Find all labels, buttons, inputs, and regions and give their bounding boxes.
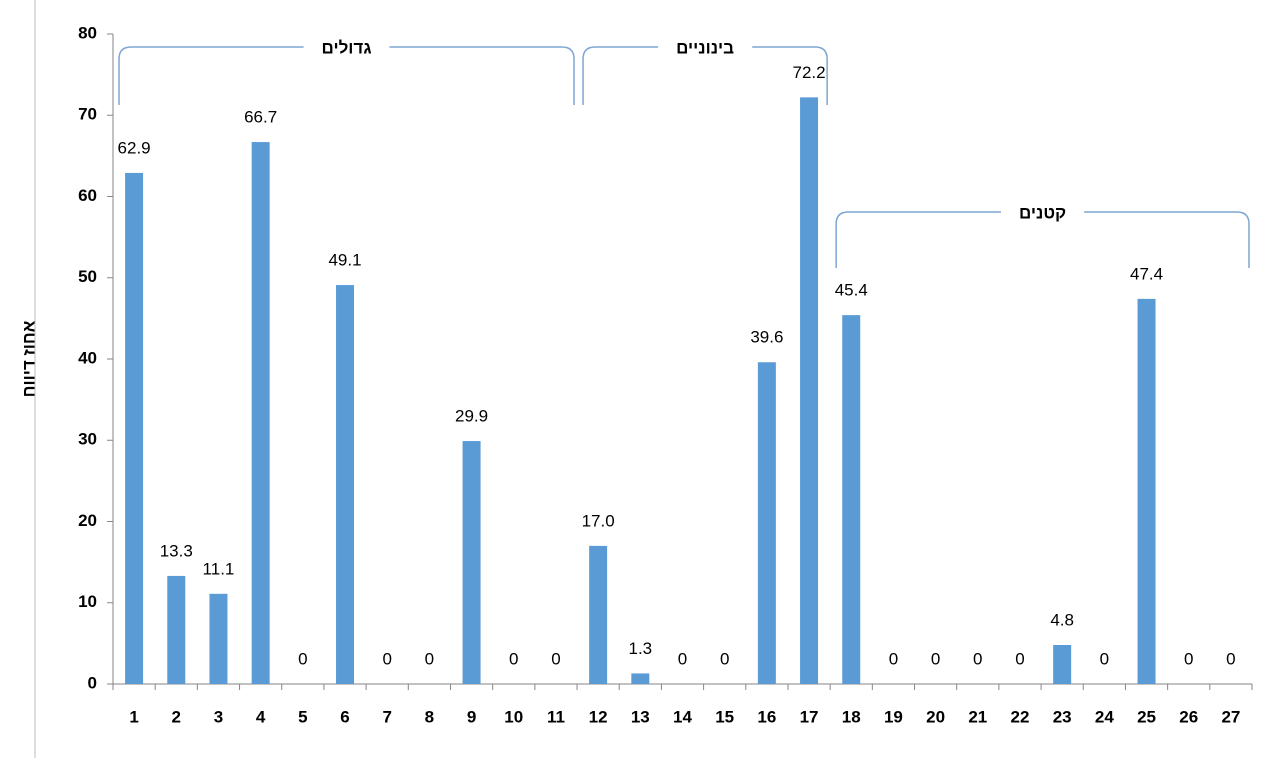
value-label: 0 <box>382 649 391 668</box>
bar <box>631 673 650 684</box>
x-tick-label: 16 <box>757 707 776 726</box>
value-label: 0 <box>509 649 518 668</box>
bar <box>800 97 819 684</box>
x-tick-label: 26 <box>1179 707 1198 726</box>
x-tick-label: 14 <box>673 707 692 726</box>
value-label: 0 <box>1015 649 1024 668</box>
bar <box>589 545 608 684</box>
x-tick-label: 17 <box>800 707 819 726</box>
x-tick-label: 1 <box>129 707 138 726</box>
x-tick-label: 5 <box>298 707 307 726</box>
x-tick-label: 15 <box>715 707 734 726</box>
y-tick-label: 0 <box>88 673 97 692</box>
y-tick-label: 40 <box>78 348 97 367</box>
y-tick-label: 60 <box>78 186 97 205</box>
x-tick-label: 21 <box>968 707 987 726</box>
value-label: 0 <box>973 649 982 668</box>
value-label: 49.1 <box>328 251 361 270</box>
x-tick-label: 18 <box>842 707 861 726</box>
value-label: 29.9 <box>455 407 488 426</box>
bar <box>125 172 144 684</box>
value-label: 0 <box>720 649 729 668</box>
x-tick-label: 10 <box>504 707 523 726</box>
x-tick-label: 22 <box>1011 707 1030 726</box>
x-tick-label: 3 <box>214 707 223 726</box>
y-axis-title: אחוז דיווח <box>19 320 38 397</box>
value-label: 47.4 <box>1130 264 1163 283</box>
x-tick-label: 11 <box>547 707 565 726</box>
group-label: גדולים <box>322 38 372 57</box>
value-label: 0 <box>1184 649 1193 668</box>
x-tick-label: 20 <box>926 707 945 726</box>
value-label: 72.2 <box>793 63 826 82</box>
x-tick-label: 8 <box>425 707 434 726</box>
x-tick-label: 23 <box>1053 707 1072 726</box>
x-tick-label: 4 <box>256 707 266 726</box>
x-tick-label: 2 <box>172 707 181 726</box>
y-tick-label: 30 <box>78 430 97 449</box>
value-label: 13.3 <box>160 541 193 560</box>
group-label-bg <box>303 38 390 58</box>
value-label: 62.9 <box>118 138 151 157</box>
value-label: 66.7 <box>244 108 277 127</box>
group-label: בינוניים <box>676 38 734 57</box>
bar <box>842 315 861 684</box>
y-tick-label: 80 <box>78 23 97 42</box>
x-tick-label: 19 <box>884 707 903 726</box>
x-tick-label: 13 <box>631 707 650 726</box>
value-label: 0 <box>425 649 434 668</box>
value-label: 0 <box>298 649 307 668</box>
x-tick-label: 6 <box>340 707 349 726</box>
x-tick-label: 27 <box>1221 707 1240 726</box>
bar <box>1137 298 1156 684</box>
value-label: 1.3 <box>628 639 652 658</box>
bar <box>209 593 228 684</box>
y-tick-label: 20 <box>78 511 97 530</box>
value-label: 0 <box>678 649 687 668</box>
value-label: 45.4 <box>835 281 868 300</box>
value-label: 0 <box>1226 649 1235 668</box>
x-tick-label: 12 <box>589 707 608 726</box>
group-label-bg <box>1000 203 1085 223</box>
group-label-bg <box>658 38 753 58</box>
value-label: 0 <box>931 649 940 668</box>
group-label: קטנים <box>1019 203 1066 222</box>
value-label: 0 <box>889 649 898 668</box>
value-label: 4.8 <box>1050 610 1074 629</box>
bar <box>251 142 270 684</box>
y-tick-label: 10 <box>78 592 97 611</box>
y-tick-label: 70 <box>78 105 97 124</box>
x-tick-label: 24 <box>1095 707 1114 726</box>
bar <box>462 441 481 684</box>
value-label: 17.0 <box>582 511 615 530</box>
y-tick-label: 50 <box>78 267 97 286</box>
bar <box>167 575 186 684</box>
x-tick-label: 7 <box>382 707 391 726</box>
bar <box>1053 645 1072 684</box>
bar <box>757 362 776 684</box>
x-tick-label: 25 <box>1137 707 1156 726</box>
value-label: 0 <box>551 649 560 668</box>
value-label: 0 <box>1100 649 1109 668</box>
value-label: 39.6 <box>750 328 783 347</box>
x-tick-label: 9 <box>467 707 476 726</box>
bar <box>336 285 355 684</box>
value-label: 11.1 <box>203 559 235 578</box>
